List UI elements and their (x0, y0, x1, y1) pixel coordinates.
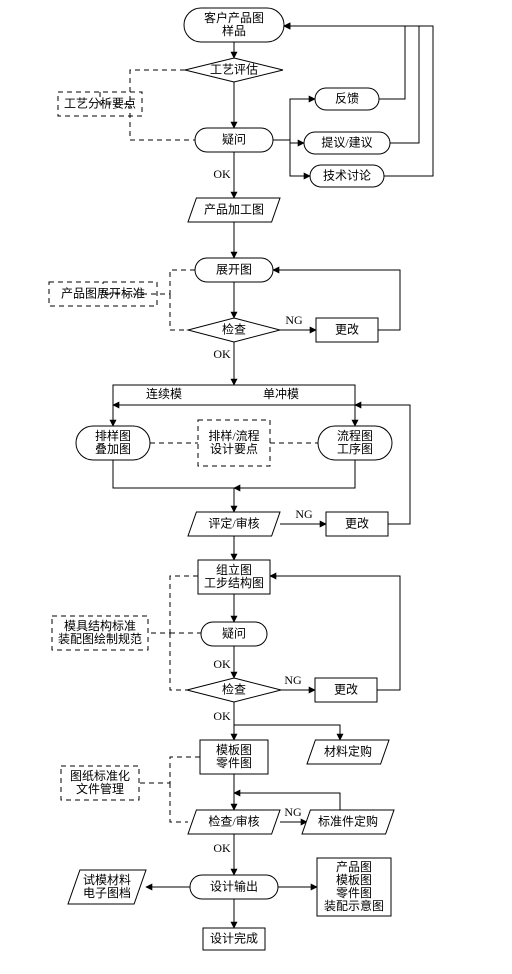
node-n_review-line0: 评定/审核 (208, 515, 259, 530)
node-n_layout-line1: 叠加图 (95, 442, 131, 456)
node-n_done-line0: 设计完成 (210, 930, 258, 945)
node-n_try-line0: 试模材料 (83, 872, 131, 887)
edge-label-l_ok4: OK (213, 841, 231, 855)
node-n_q2: 疑问 (201, 622, 267, 646)
node-n_assy-line0: 组立图 (216, 562, 252, 577)
edge-label-l_ng4: NG (284, 805, 302, 819)
node-n_tech-line0: 技术讨论 (323, 168, 371, 182)
node-n_assy: 组立图工步结构图 (198, 560, 270, 594)
node-n_mod1: 更改 (316, 318, 378, 342)
node-n_mod3: 更改 (315, 678, 377, 702)
node-n_output-line0: 设计输出 (210, 878, 258, 893)
edge-ng2b (355, 405, 410, 524)
node-n_suggest: 提议/建议 (304, 132, 390, 154)
node-n_feedback-line0: 反馈 (335, 91, 359, 105)
node-a_designpts-line0: 排样/流程 (208, 428, 259, 443)
edge-fb2 (284, 26, 419, 143)
node-a_unfoldstd: 产品图展开标准 (49, 282, 157, 306)
node-n_flow-line0: 流程图 (337, 428, 373, 443)
edge-label-l_ok2: OK (213, 347, 231, 361)
edge-msL (148, 576, 198, 633)
node-n_flow: 流程图工序图 (318, 426, 392, 460)
node-n_stdorder: 标准件定购 (302, 810, 394, 834)
edge-label-l_cont: 连续模 (146, 386, 182, 401)
node-n_check1: 检查 (188, 318, 280, 342)
node-n_layout-line0: 排样图 (95, 428, 131, 443)
node-n_outlist-line1: 模板图 (336, 873, 372, 887)
node-n_outlist-line3: 装配示意图 (324, 898, 384, 913)
node-n_eval-line0: 工艺评估 (210, 62, 258, 76)
node-n_flow-line1: 工序图 (337, 441, 373, 456)
node-n_proc: 产品加工图 (188, 198, 280, 222)
node-n_outlist: 产品图模板图零件图装配示意图 (317, 858, 391, 916)
node-a_points-line0: 工艺分析要点 (64, 96, 136, 110)
node-n_template-line0: 模板图 (216, 743, 252, 757)
node-n_start: 客户产品图样品 (184, 8, 284, 42)
edge-unR (170, 294, 188, 330)
node-n_q1: 疑问 (195, 128, 273, 152)
edge-dsD (170, 783, 188, 822)
edge-label-l_ng3: NG (284, 673, 302, 687)
edge-e10 (234, 460, 355, 488)
node-n_suggest-line0: 提议/建议 (321, 134, 372, 149)
node-a_moldstd: 模具结构标准装配图绘制规范 (52, 616, 148, 650)
node-n_tech: 技术讨论 (310, 165, 384, 187)
node-n_q1-line0: 疑问 (222, 131, 246, 146)
node-a_designpts-line1: 设计要点 (210, 442, 258, 456)
node-n_check2-line0: 检查 (222, 681, 246, 696)
node-n_matorder: 材料定购 (307, 740, 389, 764)
node-n_assy-line1: 工步结构图 (204, 575, 264, 590)
node-a_moldstd-line1: 装配图绘制规范 (58, 631, 142, 646)
edge-e9 (113, 460, 234, 512)
edge-label-l_ng1: NG (285, 313, 303, 327)
edge-label-l_ng2: NG (295, 507, 313, 521)
edge-label-l_ok3: OK (213, 657, 231, 671)
flowchart-canvas: 客户产品图样品工艺评估工艺分析要点疑问 反馈提议/建议技术讨论产品加工图展开图产品… (0, 0, 512, 974)
node-n_q2-line0: 疑问 (222, 625, 246, 640)
edge-label-l_ok3b: OK (213, 709, 231, 723)
node-n_mod2: 更改 (326, 512, 388, 536)
node-n_try: 试模材料电子图档 (68, 870, 146, 904)
node-n_done: 设计完成 (203, 928, 265, 950)
node-a_drawstd: 图纸标准化文件管理 (61, 766, 139, 800)
node-n_proc-line0: 产品加工图 (204, 202, 264, 216)
node-n_review: 评定/审核 (188, 512, 280, 536)
node-n_start-line0: 客户产品图 (204, 10, 264, 25)
node-n_outlist-line0: 产品图 (336, 860, 372, 874)
node-a_unfoldstd-line0: 产品图展开标准 (61, 286, 145, 300)
node-n_unfold-line0: 展开图 (216, 262, 252, 276)
node-n_template: 模板图零件图 (200, 740, 268, 774)
node-n_mod3-line0: 更改 (334, 682, 358, 696)
node-n_check3-line0: 检查/审核 (208, 813, 259, 828)
node-a_moldstd-line0: 模具结构标准 (64, 618, 136, 633)
node-n_check3: 检查/审核 (188, 810, 280, 834)
node-n_feedback: 反馈 (315, 88, 379, 110)
edge-mat (234, 725, 340, 740)
node-n_mod2-line0: 更改 (345, 516, 369, 530)
node-n_output: 设计输出 (190, 875, 278, 899)
node-n_eval: 工艺评估 (185, 58, 283, 82)
node-n_layout: 排样图叠加图 (76, 426, 150, 460)
edge-label-l_ok1: OK (213, 167, 231, 181)
node-n_matorder-line0: 材料定购 (324, 743, 372, 758)
node-a_drawstd-line1: 文件管理 (76, 781, 124, 796)
node-n_check2: 检查 (187, 678, 281, 702)
edge-evR (130, 104, 195, 140)
node-a_designpts: 排样/流程设计要点 (198, 420, 270, 466)
node-n_outlist-line2: 零件图 (336, 886, 372, 900)
node-n_unfold: 展开图 (195, 258, 273, 282)
edge-dsL (139, 757, 200, 783)
node-n_check1-line0: 检查 (222, 321, 246, 336)
edge-msD (170, 633, 187, 690)
node-n_mod1-line0: 更改 (335, 322, 359, 336)
node-a_points: 工艺分析要点 (58, 92, 142, 116)
node-n_stdorder-line0: 标准件定购 (318, 813, 378, 828)
edge-label-l_sing: 单冲模 (263, 386, 299, 401)
node-n_template-line1: 零件图 (216, 756, 252, 770)
node-n_try-line1: 电子图档 (83, 886, 131, 900)
node-n_start-line1: 样品 (222, 23, 246, 38)
node-a_drawstd-line0: 图纸标准化 (70, 769, 130, 783)
